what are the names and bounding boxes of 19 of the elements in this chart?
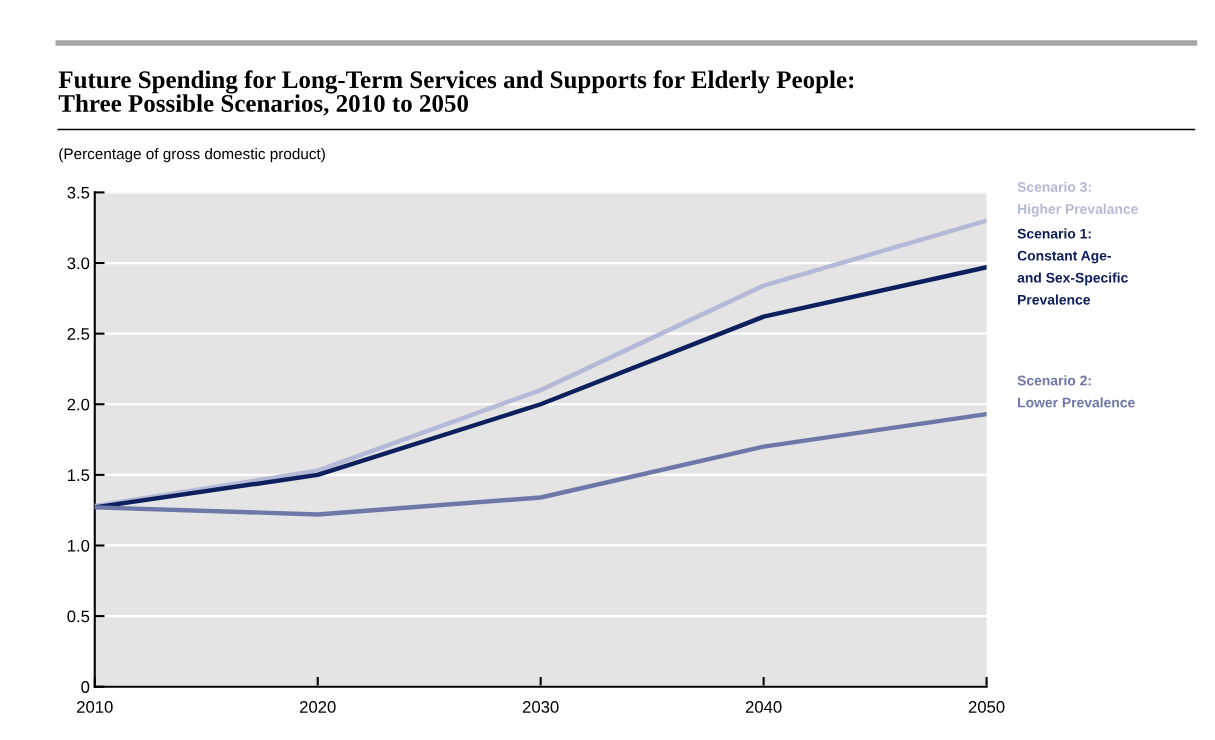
chart-title: Future Spending for Long-Term Services and Supports for Elderly People: Three Possible Scenarios, 2010 to 2050 [58,70,854,116]
text: Scenario 2: Lower Prevalence [1017,375,1135,408]
x-tick-label: 2050 [968,701,1005,713]
x-tick-label: 2040 [745,701,782,713]
y-tick-label: 0.5 [67,610,90,623]
y-tick-label: 2.0 [67,398,90,411]
y-tick-label: 0 [81,681,90,693]
y-tick-label: 3.5 [67,186,90,199]
y-tick-label: 2.5 [67,328,90,340]
x-tick-label: 2020 [300,701,336,713]
text: Scenario 3: Higher Prevalance [1017,181,1138,217]
text: Scenario 1: Constant Age- and Sex-Specific Prevalence [1017,228,1128,305]
y-tick-label: 1.0 [68,539,90,552]
chart-subtitle: (Percentage of gross domestic product) [59,148,325,163]
x-tick-label: 2010 [77,701,113,713]
y-tick-label: 1.5 [68,469,90,482]
y-tick-label: 3.0 [67,257,90,270]
x-tick-label: 2030 [522,701,559,713]
line-series [94,411,987,517]
